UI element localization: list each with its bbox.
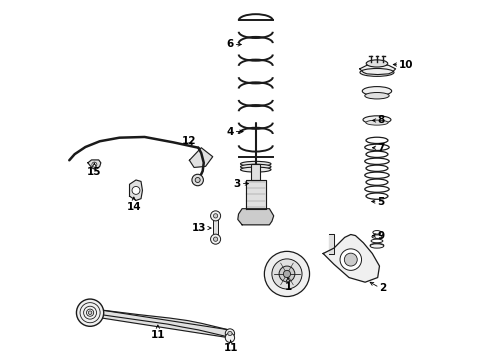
- Circle shape: [88, 311, 92, 315]
- Ellipse shape: [365, 93, 389, 99]
- Text: 7: 7: [378, 143, 385, 153]
- Text: 14: 14: [126, 202, 141, 212]
- Text: 8: 8: [378, 116, 385, 126]
- Circle shape: [344, 253, 357, 266]
- Circle shape: [214, 214, 218, 218]
- Polygon shape: [238, 209, 274, 225]
- Circle shape: [92, 162, 97, 167]
- Circle shape: [272, 259, 302, 289]
- Polygon shape: [100, 310, 229, 337]
- Circle shape: [195, 177, 200, 183]
- Polygon shape: [329, 234, 334, 253]
- Ellipse shape: [366, 120, 388, 125]
- Ellipse shape: [362, 87, 392, 95]
- Polygon shape: [100, 310, 229, 338]
- Circle shape: [76, 299, 104, 326]
- Text: 9: 9: [378, 231, 385, 240]
- Text: 15: 15: [87, 167, 101, 177]
- Text: 1: 1: [284, 282, 292, 292]
- Circle shape: [132, 186, 140, 194]
- Ellipse shape: [370, 244, 384, 248]
- Text: 12: 12: [182, 136, 196, 145]
- Ellipse shape: [363, 116, 391, 124]
- Ellipse shape: [241, 167, 271, 172]
- Circle shape: [225, 333, 235, 342]
- Circle shape: [283, 270, 291, 278]
- Text: 13: 13: [192, 223, 207, 233]
- Text: 11: 11: [150, 329, 165, 339]
- Circle shape: [211, 211, 220, 221]
- Text: 3: 3: [233, 179, 241, 189]
- Text: 5: 5: [378, 197, 385, 207]
- Polygon shape: [323, 234, 379, 282]
- Circle shape: [279, 266, 295, 282]
- Circle shape: [211, 234, 220, 244]
- Circle shape: [265, 251, 310, 297]
- Text: 11: 11: [223, 343, 238, 353]
- Text: 4: 4: [226, 127, 234, 136]
- FancyBboxPatch shape: [214, 218, 218, 237]
- Ellipse shape: [360, 68, 394, 76]
- Polygon shape: [245, 180, 266, 209]
- Circle shape: [225, 329, 235, 338]
- FancyBboxPatch shape: [251, 163, 260, 180]
- Circle shape: [214, 237, 218, 241]
- Circle shape: [192, 174, 203, 186]
- Ellipse shape: [366, 60, 388, 67]
- Text: 2: 2: [379, 283, 387, 293]
- Text: 10: 10: [399, 59, 414, 69]
- Ellipse shape: [241, 164, 271, 169]
- Polygon shape: [129, 180, 143, 201]
- Polygon shape: [360, 64, 395, 75]
- Text: 6: 6: [226, 40, 234, 49]
- Circle shape: [340, 249, 362, 270]
- Circle shape: [228, 331, 232, 336]
- Ellipse shape: [241, 161, 271, 166]
- Polygon shape: [88, 160, 101, 169]
- Polygon shape: [190, 148, 213, 167]
